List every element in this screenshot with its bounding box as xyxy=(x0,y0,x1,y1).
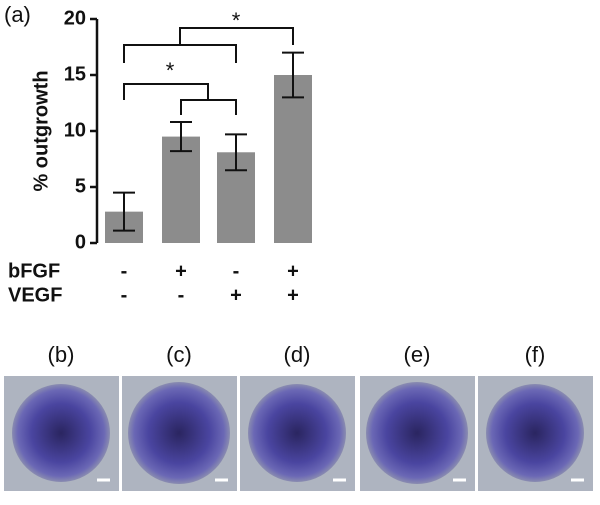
condition-sign: - xyxy=(121,284,128,306)
y-tick-label: 5 xyxy=(75,175,86,197)
bracket xyxy=(123,83,209,100)
condition-label: bFGF xyxy=(8,260,60,282)
bracket xyxy=(179,27,294,45)
y-axis-label: % outgrowth xyxy=(30,70,52,191)
spheroid xyxy=(128,382,230,484)
bar xyxy=(274,75,312,243)
spheroid xyxy=(486,384,584,482)
image-label: (b) xyxy=(48,342,75,367)
y-tick-label: 10 xyxy=(64,119,86,141)
image-label: (d) xyxy=(284,342,311,367)
condition-sign: + xyxy=(287,260,299,282)
bracket xyxy=(180,99,237,115)
condition-sign: - xyxy=(121,260,128,282)
condition-sign: + xyxy=(175,260,187,282)
condition-sign: - xyxy=(178,284,185,306)
image-label: (e) xyxy=(404,342,431,367)
significance-brackets xyxy=(123,27,294,115)
condition-sign: - xyxy=(233,260,240,282)
bracket xyxy=(123,44,237,63)
significance-star: * xyxy=(166,58,175,83)
error-bar xyxy=(170,121,192,153)
condition-sign: + xyxy=(287,284,299,306)
error-bar xyxy=(113,191,135,232)
error-bar xyxy=(225,133,247,172)
y-tick-label: 20 xyxy=(64,7,86,29)
y-tick-label: 0 xyxy=(75,231,86,253)
condition-label: VEGF xyxy=(8,284,62,306)
spheroid xyxy=(12,384,110,482)
image-row: (b) (c) (d) (e) (f) xyxy=(4,342,593,491)
bar xyxy=(162,136,200,243)
spheroid xyxy=(366,382,468,484)
spheroid xyxy=(248,384,346,482)
image-label: (f) xyxy=(525,342,546,367)
panel-label: (a) xyxy=(4,2,31,27)
y-tick-label: 15 xyxy=(64,63,86,85)
image-label: (c) xyxy=(166,342,192,367)
significance-star: * xyxy=(232,8,241,33)
error-bar xyxy=(282,51,304,99)
condition-sign: + xyxy=(230,284,242,306)
